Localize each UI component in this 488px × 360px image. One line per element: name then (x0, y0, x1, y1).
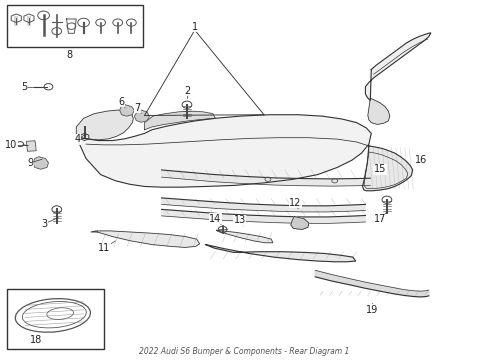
Text: 3: 3 (41, 219, 47, 229)
Text: 2022 Audi S6 Bumper & Components - Rear Diagram 1: 2022 Audi S6 Bumper & Components - Rear … (139, 347, 349, 356)
Text: 6: 6 (118, 97, 124, 107)
Text: 11: 11 (98, 243, 110, 253)
Polygon shape (367, 98, 389, 125)
Polygon shape (290, 217, 308, 229)
Text: 8: 8 (67, 50, 73, 60)
Polygon shape (362, 146, 412, 191)
Polygon shape (315, 270, 428, 297)
Polygon shape (33, 157, 48, 169)
Polygon shape (161, 198, 365, 212)
Text: 1: 1 (191, 22, 198, 32)
Text: 2: 2 (183, 86, 190, 96)
Polygon shape (76, 110, 133, 140)
Text: 13: 13 (233, 215, 245, 225)
Polygon shape (91, 231, 199, 247)
Polygon shape (144, 111, 215, 130)
Polygon shape (161, 210, 365, 224)
Polygon shape (216, 230, 272, 243)
Text: 18: 18 (30, 334, 42, 345)
Polygon shape (205, 244, 355, 262)
Text: 16: 16 (414, 155, 426, 165)
Text: 10: 10 (5, 140, 18, 150)
Polygon shape (365, 33, 430, 100)
Text: 17: 17 (373, 215, 386, 224)
FancyBboxPatch shape (6, 289, 104, 348)
FancyBboxPatch shape (6, 5, 143, 47)
Text: 5: 5 (21, 82, 27, 92)
Text: 7: 7 (134, 103, 140, 113)
Text: 14: 14 (209, 214, 221, 224)
Polygon shape (120, 105, 134, 116)
Text: 4: 4 (75, 134, 81, 144)
Polygon shape (134, 110, 149, 122)
Text: 9: 9 (28, 158, 34, 168)
Bar (26, 141, 36, 151)
Polygon shape (161, 170, 369, 186)
Text: 15: 15 (373, 164, 386, 174)
Polygon shape (76, 115, 370, 187)
Text: 12: 12 (288, 198, 301, 208)
Text: 19: 19 (366, 305, 378, 315)
